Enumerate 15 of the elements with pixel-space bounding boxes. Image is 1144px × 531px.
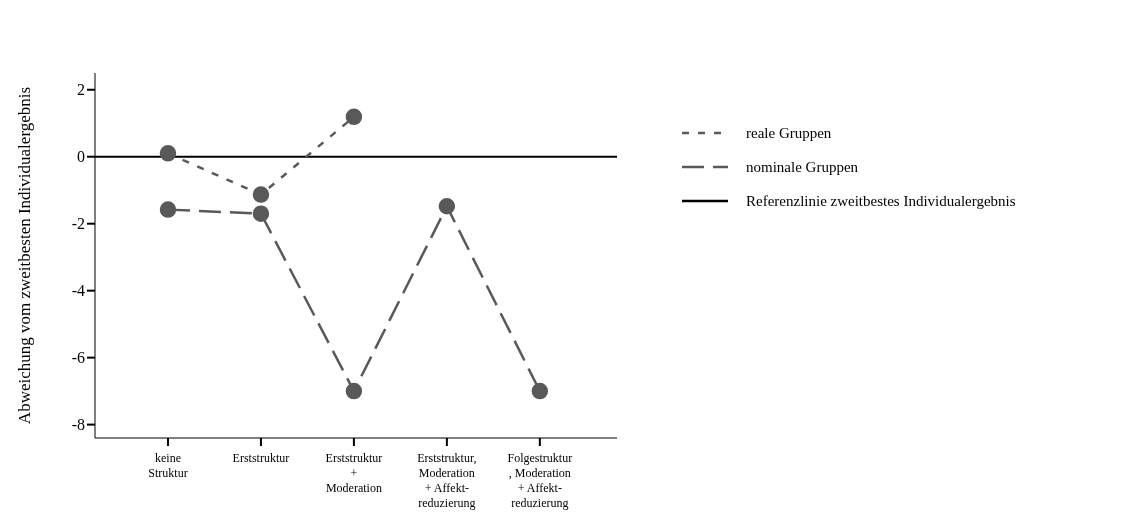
legend-label: reale Gruppen: [746, 124, 832, 142]
y-tick-label: -2: [71, 215, 85, 233]
legend-label: Referenzlinie zweitbestes Individualergebnis: [746, 192, 1016, 210]
x-tick-label: Erststruktur, Moderation + Affekt- reduzierung: [417, 451, 477, 510]
y-tick-label: -6: [71, 349, 85, 367]
x-tick-label: keine Struktur: [148, 451, 188, 480]
legend-label: nominale Gruppen: [746, 158, 859, 176]
y-tick-label: -4: [71, 282, 85, 300]
x-tick-label: Folgestruktur , Moderation + Affekt- reduzierung: [507, 451, 573, 510]
x-tick-label: Erststruktur: [232, 451, 290, 465]
y-tick-label: 2: [77, 81, 85, 99]
y-axis-title: Abweichung vom zweitbesten Individualergebnis: [15, 86, 35, 425]
y-tick-label: -8: [71, 416, 85, 434]
x-tick-label: Erststruktur + Moderation: [325, 451, 383, 495]
y-tick-label: 0: [77, 148, 85, 166]
